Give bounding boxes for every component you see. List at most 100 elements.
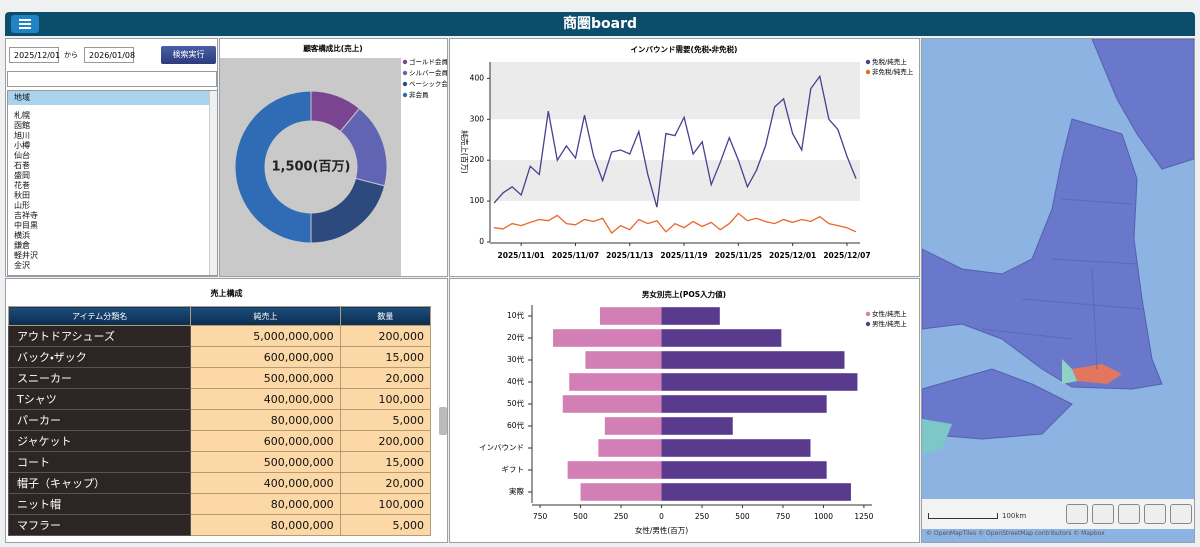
number-cell: 600,000,000: [190, 346, 341, 368]
number-cell: 80,000,000: [190, 493, 341, 515]
bar: [569, 373, 662, 391]
map-tool-button[interactable]: [1066, 504, 1088, 524]
map-tool-button[interactable]: [1144, 504, 1166, 524]
legend-label: 非免税/純売上: [872, 67, 914, 76]
table-row: スニーカー 500,000,000 20,000: [7, 367, 432, 389]
legend-label: 非会員: [409, 90, 429, 99]
x-tick-label: 750: [776, 512, 791, 521]
number-cell: 5,000,000,000: [190, 325, 341, 347]
search-button[interactable]: 検索実行: [161, 46, 216, 64]
x-tick-label: 250: [614, 512, 629, 521]
bar: [661, 417, 733, 435]
bar: [661, 395, 827, 413]
series-line: [493, 212, 857, 234]
x-tick-label: 2025/12/07: [823, 251, 870, 260]
list-item: 秋田: [14, 191, 30, 200]
text-input[interactable]: [7, 71, 217, 87]
x-tick-label: 500: [735, 512, 750, 521]
map-tool-button[interactable]: [1092, 504, 1114, 524]
date-to-input[interactable]: 2026/01/08: [84, 47, 135, 63]
table-panel: 売上構成 アイテム分類名 純売上 数量 アウトドアシューズ 5,000,000,000 2…: [5, 278, 448, 543]
legend-swatch: [402, 59, 408, 65]
legend-label: ベーシック会員: [409, 79, 447, 88]
center-label: 1,500(百万): [271, 160, 350, 175]
splitter-handle[interactable]: [439, 407, 447, 435]
x-tick-label: 2025/11/25: [715, 251, 762, 260]
column-header: アイテム分類名: [7, 306, 192, 326]
legend-swatch: [865, 59, 871, 65]
number-cell: 100,000: [339, 388, 432, 410]
y-tick-label: 実際: [509, 486, 524, 496]
donut-chart: 顧客構成比(売上) 1,500(百万) ゴールド会員シルバー会員ベーシック会員非会員: [220, 43, 455, 276]
x-tick-label: 2025/11/13: [606, 251, 653, 260]
bar: [661, 439, 811, 457]
table-row: バック・ザック 600,000,000 15,000: [7, 346, 432, 368]
x-axis-label: 女性/男性(百万): [635, 525, 688, 535]
bar: [567, 461, 662, 479]
y-tick-label: ギフト: [502, 465, 525, 474]
list-item: 吉祥寺: [14, 211, 38, 220]
legend-swatch: [865, 69, 871, 75]
list-item: 小樽: [14, 141, 30, 150]
x-tick-label: 750: [533, 512, 548, 521]
line-chart: インバウンド需要(免税・非免税) 0 100 200 300 400 純売上(百万) 2025…: [460, 44, 914, 260]
table-row: Tシャツ 400,000,000 100,000: [7, 388, 432, 410]
y-tick-label: 300: [470, 114, 485, 123]
list-item: 山形: [14, 201, 30, 210]
map-toolbar: 100km: [922, 499, 1194, 529]
sales-table: アイテム分類名 純売上 数量 アウトドアシューズ 5,000,000,000 200,00…: [7, 306, 432, 536]
legend-swatch: [402, 70, 408, 76]
category-cell: マフラー: [7, 514, 192, 536]
bar: [661, 373, 858, 391]
bar: [598, 439, 662, 457]
number-cell: 100,000: [339, 493, 432, 515]
legend-swatch: [865, 311, 871, 317]
list-item: 函館: [14, 121, 30, 130]
category-cell: スニーカー: [7, 367, 192, 389]
category-cell: パーカー: [7, 409, 192, 431]
y-tick-label: 10代: [507, 310, 525, 320]
number-cell: 20,000: [339, 472, 432, 494]
number-cell: 5,000: [339, 409, 432, 431]
number-cell: 400,000,000: [190, 472, 341, 494]
date-from-input[interactable]: 2025/12/01: [9, 47, 60, 63]
table-row: ニット帽 80,000,000 100,000: [7, 493, 432, 515]
y-tick-label: 60代: [507, 420, 525, 430]
category-cell: アウトドアシューズ: [7, 325, 192, 347]
date-separator: から: [64, 51, 78, 59]
x-tick-label: 1000: [814, 512, 833, 521]
menu-button[interactable]: [11, 15, 39, 33]
number-cell: 200,000: [339, 430, 432, 452]
chart-title: 男女別売上(POS入力値): [642, 289, 726, 299]
bar: [661, 483, 851, 501]
x-tick-label: 1250: [854, 512, 873, 521]
y-tick-label: 200: [470, 155, 485, 164]
bar: [661, 461, 827, 479]
map-tool-button[interactable]: [1118, 504, 1140, 524]
bar-chart: 男女別売上(POS入力値) 10代 20代 30代 40代 50代 60代インバウンドギフト…: [479, 289, 907, 535]
table-row: コート 500,000,000 15,000: [7, 451, 432, 473]
app-title: 商圏board: [562, 16, 637, 32]
number-cell: 80,000,000: [190, 514, 341, 536]
chart-title: インバウンド需要(免税・非免税): [631, 44, 738, 54]
donut-panel: 顧客構成比(売上) 1,500(百万) ゴールド会員シルバー会員ベーシック会員非会員: [219, 38, 455, 277]
number-cell: 80,000,000: [190, 409, 341, 431]
series-line: [493, 74, 857, 208]
y-tick-label: 400: [470, 73, 485, 82]
category-cell: ニット帽: [7, 493, 192, 515]
number-cell: 600,000,000: [190, 430, 341, 452]
legend-swatch: [402, 81, 408, 87]
legend-label: シルバー会員: [409, 68, 447, 77]
x-tick-label: 2025/11/01: [498, 251, 545, 260]
map-attribution: © OpenMapTiles © OpenStreetMap contribut…: [926, 530, 1105, 537]
list-item: 金沢: [14, 261, 30, 270]
category-cell: 帽子（キャップ）: [7, 472, 192, 494]
filter-panel: 2025/12/01 から 2026/01/08 検索実行 地域 札幌 函館 旭川小…: [5, 38, 218, 277]
column-header: 純売上: [190, 306, 341, 326]
scrollbar[interactable]: [209, 91, 217, 275]
land-kanagawa: [1062, 359, 1077, 384]
x-tick-label: 2025/11/19: [660, 251, 707, 260]
menu-icon: [19, 19, 31, 29]
line-panel: インバウンド需要(免税・非免税) 0 100 200 300 400 純売上(百万) 2025…: [449, 38, 920, 277]
map-tool-button[interactable]: [1170, 504, 1192, 524]
